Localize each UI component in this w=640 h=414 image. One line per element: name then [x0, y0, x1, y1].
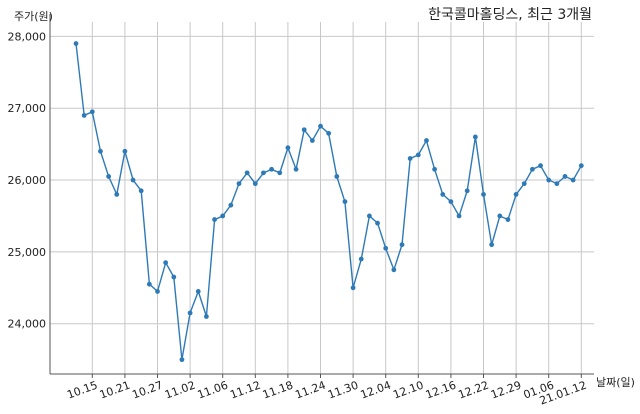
data-point — [89, 109, 95, 115]
data-point — [73, 41, 79, 46]
data-point — [489, 242, 495, 248]
y-tick-labels: 24,000 25,000 26,000 27,000 28,000 — [8, 30, 47, 330]
data-point — [261, 170, 266, 176]
data-point — [195, 288, 201, 294]
data-point — [497, 213, 503, 219]
y-tick-label: 27,000 — [8, 102, 47, 115]
data-point — [562, 174, 568, 179]
data-point — [554, 181, 560, 187]
x-tick-label: 11.02 — [163, 379, 197, 402]
data-point — [513, 192, 519, 197]
data-point — [342, 199, 348, 204]
data-point — [244, 170, 250, 176]
x-tick-labels: 10.1510.2110.2711.0211.0611.1211.1811.24… — [65, 379, 588, 408]
data-point — [301, 127, 307, 133]
x-tick-label: 12.04 — [359, 379, 393, 402]
data-point — [415, 152, 421, 158]
data-point — [179, 357, 185, 363]
data-point — [383, 245, 389, 251]
data-point — [546, 177, 552, 183]
data-point — [309, 138, 315, 143]
data-point — [326, 130, 332, 136]
data-point — [138, 188, 144, 194]
x-tick-label: 11.24 — [293, 379, 327, 402]
x-tick-label: 11.12 — [228, 379, 262, 402]
x-tick-label: 12.16 — [424, 379, 458, 402]
data-point — [456, 213, 462, 219]
data-point — [293, 166, 299, 172]
y-axis-label: 주가(원) — [14, 10, 53, 23]
data-point — [505, 217, 511, 222]
data-point — [220, 213, 226, 219]
y-tick-label: 26,000 — [8, 174, 47, 187]
data-point — [530, 166, 535, 172]
x-tick-label: 11.06 — [196, 379, 230, 402]
data-point — [334, 174, 340, 179]
data-point — [448, 199, 454, 204]
data-point — [375, 220, 380, 226]
data-point — [163, 260, 169, 266]
x-tick-label: 11.30 — [326, 379, 360, 402]
data-point — [578, 163, 584, 169]
x-tick-label: 12.29 — [489, 379, 523, 402]
data-point — [114, 192, 120, 197]
data-point — [146, 281, 152, 287]
data-point — [236, 181, 242, 187]
data-point — [367, 213, 372, 219]
data-point — [187, 310, 193, 316]
data-point — [538, 163, 543, 169]
data-point — [399, 242, 405, 248]
data-point — [98, 148, 103, 154]
data-point — [155, 288, 160, 294]
x-tick-label: 11.18 — [261, 379, 295, 402]
data-point — [464, 188, 470, 194]
data-point — [318, 123, 323, 129]
data-point — [277, 170, 283, 176]
data-point — [391, 267, 397, 273]
data-point — [358, 256, 364, 262]
chart-title: 한국콜마홀딩스, 최근 3개월 — [428, 7, 592, 23]
x-tick-label: 12.10 — [391, 379, 425, 402]
data-point — [171, 274, 177, 280]
data-point — [122, 148, 128, 154]
data-point — [130, 177, 136, 183]
data-point — [424, 138, 429, 143]
data-point — [228, 202, 234, 208]
price-line — [75, 43, 582, 360]
data-point — [481, 192, 486, 197]
data-point — [106, 174, 111, 179]
data-point — [440, 192, 446, 197]
y-tick-label: 24,000 — [8, 318, 47, 331]
data-point — [269, 166, 274, 172]
data-point — [285, 145, 291, 151]
data-point — [432, 166, 437, 172]
x-tick-label: 10.27 — [130, 379, 164, 402]
data-point — [204, 314, 209, 319]
x-tick-label: 10.21 — [98, 379, 132, 402]
x-tick-label: 12.22 — [456, 379, 490, 402]
data-point — [407, 156, 413, 161]
y-tick-label: 25,000 — [8, 246, 47, 259]
data-point — [521, 181, 527, 187]
grid-lines — [50, 22, 594, 374]
data-point — [350, 285, 356, 291]
x-tick-label: 10.15 — [65, 379, 99, 402]
data-point — [252, 181, 258, 187]
data-point — [570, 177, 576, 183]
x-axis-label: 날짜(일) — [596, 376, 635, 389]
data-point — [212, 217, 217, 222]
data-point — [81, 112, 87, 118]
y-tick-label: 28,000 — [8, 30, 47, 43]
data-point — [472, 134, 478, 140]
price-series — [73, 41, 584, 363]
axes — [49, 14, 594, 378]
